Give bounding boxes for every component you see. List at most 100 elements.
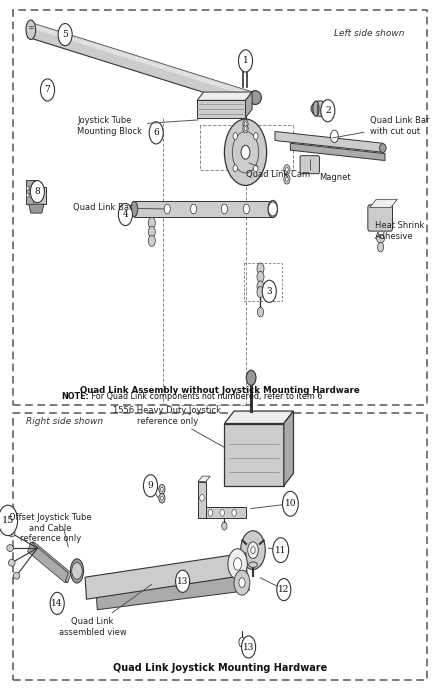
Ellipse shape	[70, 559, 84, 583]
Circle shape	[220, 509, 224, 516]
Text: 1: 1	[242, 56, 249, 66]
FancyBboxPatch shape	[300, 156, 319, 174]
Circle shape	[26, 186, 29, 190]
Circle shape	[282, 491, 298, 516]
Circle shape	[228, 549, 247, 579]
Circle shape	[224, 119, 267, 185]
Ellipse shape	[313, 101, 319, 116]
Text: 3: 3	[267, 286, 272, 296]
Polygon shape	[198, 482, 206, 518]
Circle shape	[161, 496, 163, 500]
Circle shape	[232, 509, 236, 516]
Ellipse shape	[377, 235, 385, 243]
Circle shape	[50, 592, 64, 614]
Circle shape	[257, 281, 264, 292]
Text: Quad Link
assembled view: Quad Link assembled view	[59, 584, 152, 637]
Circle shape	[239, 637, 245, 647]
Polygon shape	[275, 131, 383, 152]
Circle shape	[159, 484, 165, 494]
Circle shape	[200, 494, 204, 501]
Circle shape	[148, 217, 155, 228]
Circle shape	[143, 475, 158, 497]
Polygon shape	[197, 92, 252, 100]
Polygon shape	[246, 92, 252, 118]
Circle shape	[244, 127, 247, 131]
Polygon shape	[29, 22, 253, 98]
Polygon shape	[198, 507, 246, 518]
Circle shape	[191, 204, 197, 214]
Polygon shape	[198, 476, 210, 482]
Text: Joystick Tube
Mounting Block: Joystick Tube Mounting Block	[77, 116, 198, 136]
Circle shape	[286, 167, 288, 172]
Circle shape	[72, 563, 82, 579]
Polygon shape	[26, 180, 46, 204]
Text: 8: 8	[34, 187, 40, 197]
Text: Quad Link Cam: Quad Link Cam	[246, 163, 311, 179]
Ellipse shape	[13, 572, 20, 579]
Circle shape	[257, 271, 264, 282]
Circle shape	[148, 226, 155, 237]
Text: 2: 2	[325, 106, 330, 116]
Polygon shape	[85, 553, 247, 599]
FancyBboxPatch shape	[368, 205, 392, 231]
Circle shape	[286, 177, 288, 181]
Circle shape	[253, 133, 258, 140]
Circle shape	[118, 203, 132, 226]
Ellipse shape	[311, 101, 330, 116]
Circle shape	[234, 558, 242, 570]
Circle shape	[257, 263, 264, 274]
Polygon shape	[28, 542, 68, 583]
Circle shape	[243, 204, 249, 214]
Text: 13: 13	[177, 576, 188, 586]
Ellipse shape	[379, 143, 386, 153]
Text: 9: 9	[147, 481, 154, 491]
Polygon shape	[224, 424, 284, 486]
Circle shape	[284, 165, 290, 174]
Text: 4: 4	[122, 210, 128, 219]
Circle shape	[159, 493, 165, 503]
Circle shape	[26, 193, 29, 197]
Circle shape	[257, 286, 264, 298]
Bar	[13, 10, 427, 405]
Circle shape	[257, 307, 264, 317]
Circle shape	[277, 579, 291, 601]
Ellipse shape	[249, 562, 257, 567]
Text: 15: 15	[2, 516, 14, 525]
Text: Quad Link Assembly without Joystick Mounting Hardware: Quad Link Assembly without Joystick Moun…	[80, 386, 360, 395]
Circle shape	[161, 487, 163, 491]
Text: 12: 12	[278, 585, 290, 594]
Circle shape	[30, 181, 44, 203]
Circle shape	[238, 50, 253, 72]
Circle shape	[378, 242, 384, 252]
Text: NOTE:: NOTE:	[62, 392, 89, 401]
Ellipse shape	[8, 559, 15, 566]
Polygon shape	[284, 411, 293, 486]
Circle shape	[262, 280, 276, 302]
Text: 7: 7	[44, 85, 51, 95]
Text: Quad Link Bar: Quad Link Bar	[73, 203, 165, 212]
Ellipse shape	[131, 201, 138, 217]
Ellipse shape	[26, 20, 36, 39]
Circle shape	[208, 509, 213, 516]
Circle shape	[248, 542, 258, 558]
Text: 13: 13	[243, 642, 254, 652]
Polygon shape	[30, 542, 71, 583]
Text: Magnet: Magnet	[319, 173, 351, 182]
Circle shape	[234, 570, 250, 595]
Ellipse shape	[268, 201, 278, 217]
Polygon shape	[224, 411, 293, 424]
Circle shape	[221, 204, 227, 214]
Circle shape	[243, 125, 248, 133]
Polygon shape	[134, 201, 273, 217]
Circle shape	[0, 505, 18, 536]
Circle shape	[321, 100, 335, 122]
Text: Quad Link Joystick Mounting Hardware: Quad Link Joystick Mounting Hardware	[113, 663, 327, 673]
Circle shape	[58, 24, 72, 46]
Circle shape	[330, 130, 338, 143]
Ellipse shape	[7, 545, 14, 552]
Text: 1556 Heavy Duty Joystick
reference only: 1556 Heavy Duty Joystick reference only	[113, 406, 221, 426]
Text: Right side shown: Right side shown	[26, 417, 103, 426]
Polygon shape	[29, 204, 44, 213]
Circle shape	[246, 370, 256, 385]
Polygon shape	[29, 542, 70, 583]
